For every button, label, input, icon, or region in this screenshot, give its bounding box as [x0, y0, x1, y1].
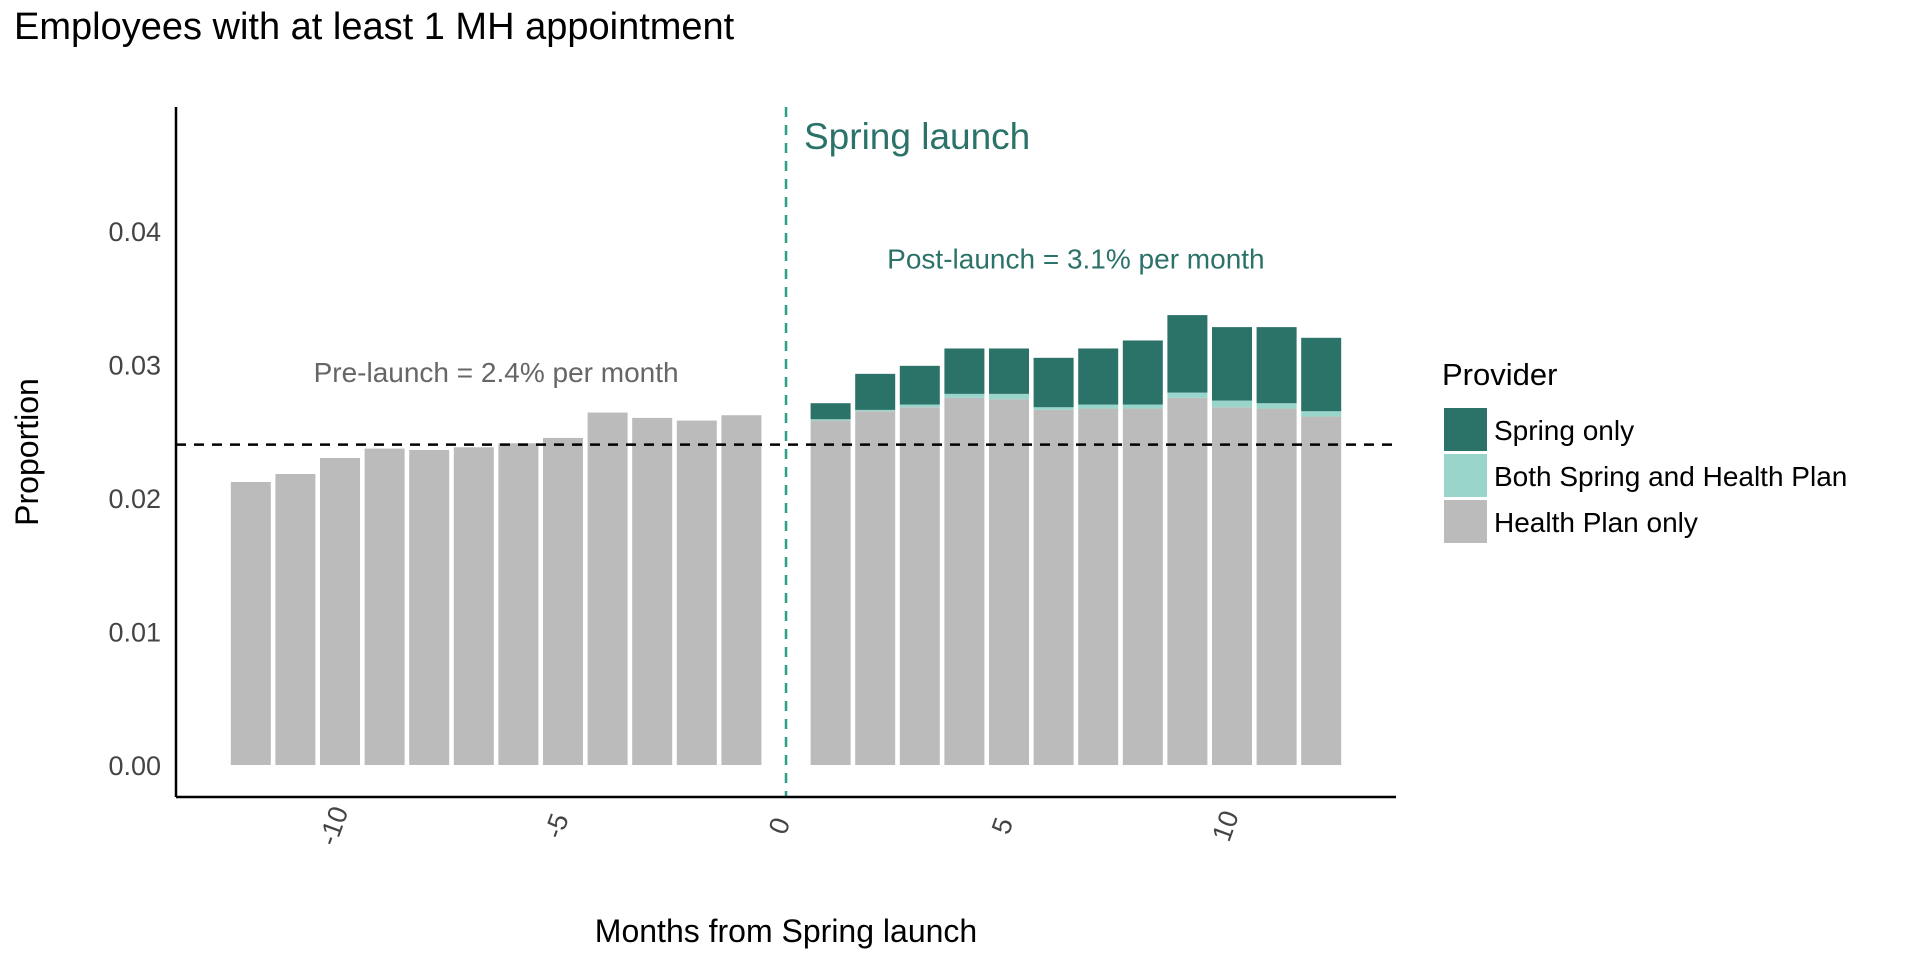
- legend: Provider Spring only Both Spring and Heal…: [1442, 357, 1847, 543]
- legend-title: Provider: [1442, 357, 1557, 392]
- bar-both-spring-and-health-plan: [1301, 411, 1342, 417]
- bar-spring-only: [1078, 348, 1119, 405]
- x-tick-label: -10: [313, 802, 355, 849]
- bar-health-plan-only: [899, 407, 940, 765]
- x-axis-title: Months from Spring launch: [595, 913, 977, 949]
- bar-spring-only: [899, 365, 940, 405]
- bar-health-plan-only: [855, 411, 896, 765]
- bar-health-plan-only: [989, 399, 1029, 765]
- bar-health-plan-only: [320, 457, 360, 765]
- x-axis-ticks: -10 -5 0 5 10: [313, 802, 1245, 849]
- y-axis-title: Proportion: [9, 378, 45, 526]
- x-tick-label: 10: [1206, 807, 1244, 845]
- bar-health-plan-only: [543, 437, 583, 765]
- y-tick-label: 0.04: [108, 217, 161, 247]
- bar-health-plan-only: [498, 443, 539, 765]
- annotations: Pre-launch = 2.4% per month Post-launch =…: [314, 243, 1265, 387]
- legend-swatch-health-plan-only: [1444, 500, 1487, 543]
- bar-both-spring-and-health-plan: [1122, 404, 1163, 409]
- bar-both-spring-and-health-plan: [989, 393, 1029, 400]
- bar-health-plan-only: [1301, 416, 1342, 765]
- bar-health-plan-only: [676, 420, 717, 765]
- bar-both-spring-and-health-plan: [855, 409, 896, 412]
- bar-health-plan-only: [721, 415, 762, 765]
- bar-health-plan-only: [453, 447, 494, 765]
- bars-layer: [230, 315, 1342, 765]
- y-axis-ticks: 0.00 0.01 0.02 0.03 0.04: [108, 217, 161, 781]
- x-tick-label: 0: [763, 814, 796, 838]
- bar-both-spring-and-health-plan: [1033, 407, 1074, 410]
- bar-health-plan-only: [409, 449, 450, 765]
- bar-spring-only: [1301, 337, 1342, 412]
- legend-swatch-spring-only: [1444, 408, 1487, 451]
- y-tick-label: 0.03: [108, 351, 161, 381]
- bar-spring-only: [1256, 327, 1297, 404]
- bar-both-spring-and-health-plan: [944, 393, 985, 398]
- bar-both-spring-and-health-plan: [1256, 403, 1297, 409]
- y-tick-label: 0.00: [108, 751, 161, 781]
- bar-both-spring-and-health-plan: [1167, 392, 1208, 398]
- bar-health-plan-only: [810, 420, 851, 765]
- x-tick-label: 5: [986, 814, 1019, 838]
- y-tick-label: 0.01: [108, 618, 161, 648]
- legend-swatch-both-spring-and-health-plan: [1444, 454, 1487, 497]
- bar-health-plan-only: [587, 412, 628, 765]
- annotation-text: Post-launch = 3.1% per month: [887, 243, 1264, 274]
- legend-label-spring-only: Spring only: [1494, 415, 1634, 446]
- bar-both-spring-and-health-plan: [1212, 400, 1252, 408]
- bar-both-spring-and-health-plan: [899, 404, 940, 408]
- bar-spring-only: [1033, 357, 1074, 408]
- launch-label: Spring launch: [804, 116, 1030, 157]
- bar-both-spring-and-health-plan: [1078, 404, 1119, 409]
- bar-health-plan-only: [1256, 408, 1297, 765]
- bar-health-plan-only: [1167, 397, 1208, 765]
- bar-spring-only: [1212, 327, 1252, 401]
- bar-spring-only: [989, 348, 1029, 394]
- bar-health-plan-only: [1212, 407, 1252, 765]
- legend-label-both-spring-and-health-plan: Both Spring and Health Plan: [1494, 461, 1847, 492]
- x-tick-label: -5: [538, 810, 574, 843]
- bar-spring-only: [855, 373, 896, 410]
- bar-health-plan-only: [275, 473, 316, 765]
- bar-health-plan-only: [944, 397, 985, 765]
- y-tick-label: 0.02: [108, 484, 161, 514]
- bar-spring-only: [1122, 340, 1163, 405]
- bar-spring-only: [810, 403, 851, 420]
- legend-label-health-plan-only: Health Plan only: [1494, 507, 1698, 538]
- bar-health-plan-only: [230, 481, 271, 765]
- bar-spring-only: [1167, 315, 1208, 393]
- bar-health-plan-only: [364, 448, 405, 765]
- reference-lines: Spring launch: [176, 107, 1400, 797]
- bar-spring-only: [944, 348, 985, 394]
- annotation-text: Pre-launch = 2.4% per month: [314, 357, 679, 388]
- bar-both-spring-and-health-plan: [810, 419, 851, 421]
- chart-title: Employees with at least 1 MH appointment: [14, 6, 735, 48]
- bar-health-plan-only: [1078, 408, 1119, 765]
- bar-health-plan-only: [1122, 408, 1163, 765]
- bar-health-plan-only: [1033, 409, 1074, 765]
- bar-health-plan-only: [632, 417, 673, 765]
